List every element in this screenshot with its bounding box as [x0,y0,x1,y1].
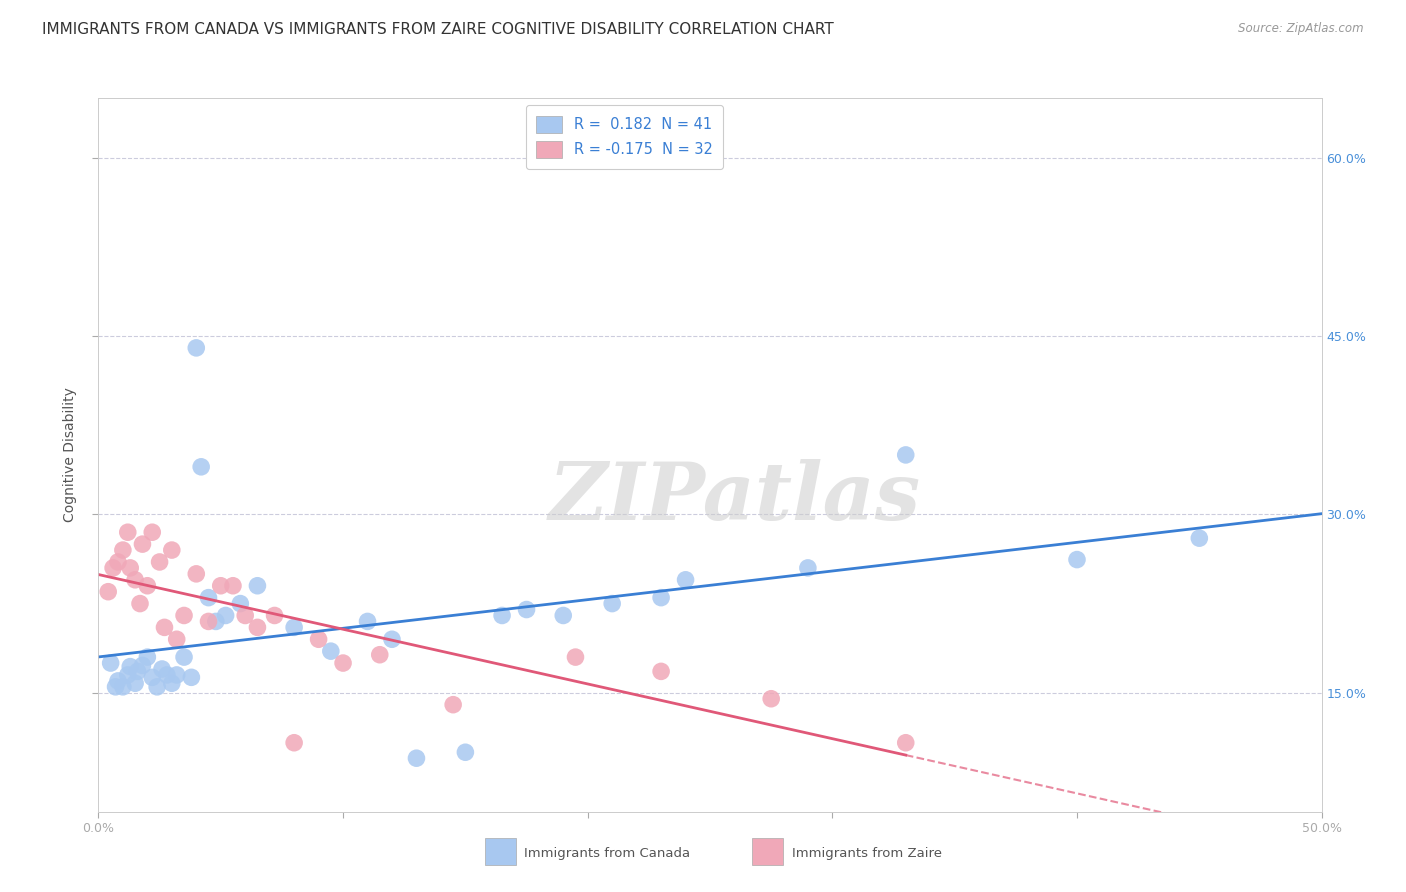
Point [141,670,163,684]
Point [356,615,378,629]
Point [1066,552,1088,566]
Point [491,608,513,623]
Point [129,597,152,611]
Point [1188,531,1211,545]
Point [173,608,195,623]
Point [124,573,146,587]
Text: IMMIGRANTS FROM CANADA VS IMMIGRANTS FROM ZAIRE COGNITIVE DISABILITY CORRELATION: IMMIGRANTS FROM CANADA VS IMMIGRANTS FRO… [42,22,834,37]
Point [263,608,285,623]
Text: Source: ZipAtlas.com: Source: ZipAtlas.com [1239,22,1364,36]
Point [131,537,153,551]
Point [107,555,129,569]
Text: Immigrants from Canada: Immigrants from Canada [524,847,690,860]
Point [166,668,188,682]
Point [120,561,142,575]
Point [650,591,672,605]
Point [146,680,169,694]
Point [894,736,917,750]
Y-axis label: Cognitive Disability: Cognitive Disability [63,387,77,523]
Text: Immigrants from Zaire: Immigrants from Zaire [792,847,942,860]
Point [553,608,575,623]
Point [104,680,127,694]
Point [381,632,404,647]
Legend: R =  0.182  N = 41, R = -0.175  N = 32: R = 0.182 N = 41, R = -0.175 N = 32 [526,105,723,169]
Point [150,662,173,676]
Point [117,525,139,540]
Point [600,597,623,611]
Point [166,632,188,647]
Point [441,698,464,712]
Point [797,561,820,575]
Point [120,659,142,673]
Point [117,668,139,682]
Point [136,579,159,593]
Point [246,579,269,593]
Point [761,691,783,706]
Point [197,615,219,629]
Point [100,656,122,670]
Point [173,650,195,665]
Point [650,665,672,679]
Point [107,673,129,688]
Point [283,736,305,750]
Point [190,459,212,474]
Point [97,584,120,599]
Point [160,543,183,558]
Point [186,341,208,355]
Point [368,648,391,662]
Point [564,650,586,665]
Point [405,751,427,765]
Point [205,615,228,629]
Point [222,579,245,593]
Point [186,566,208,581]
Point [111,543,134,558]
Point [149,555,172,569]
Point [246,620,269,634]
Point [214,608,236,623]
Point [894,448,917,462]
Point [131,658,153,673]
Point [229,597,252,611]
Point [153,620,176,634]
Point [209,579,232,593]
Point [332,656,354,670]
Point [233,608,256,623]
Point [136,650,159,665]
Point [127,665,149,679]
Point [308,632,330,647]
Point [141,525,163,540]
Point [197,591,219,605]
Point [319,644,342,658]
Point [156,668,179,682]
Point [675,573,697,587]
Point [515,602,537,616]
Point [160,676,183,690]
Point [283,620,305,634]
Text: ZIPatlas: ZIPatlas [548,459,921,536]
Point [124,676,146,690]
Point [101,561,124,575]
Point [180,670,202,684]
Point [111,680,134,694]
Point [454,745,477,759]
